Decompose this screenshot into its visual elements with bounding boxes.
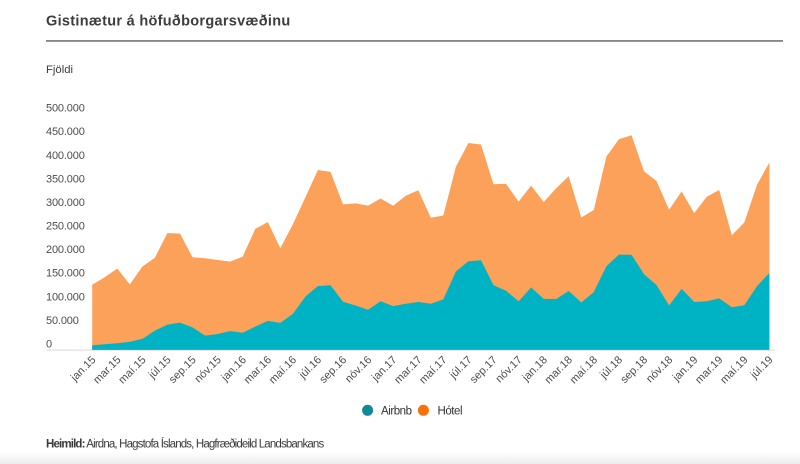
svg-text:Airbnb: Airbnb xyxy=(381,406,412,418)
svg-text:0: 0 xyxy=(46,339,52,351)
svg-text:50.000: 50.000 xyxy=(46,315,79,327)
svg-text:150.000: 150.000 xyxy=(46,268,85,280)
svg-text:450.000: 450.000 xyxy=(46,126,85,138)
svg-text:400.000: 400.000 xyxy=(46,150,85,162)
svg-text:200.000: 200.000 xyxy=(46,244,85,256)
svg-text:500.000: 500.000 xyxy=(46,103,85,115)
svg-text:Fjöldi: Fjöldi xyxy=(46,64,73,76)
svg-text:Hótel: Hótel xyxy=(438,406,463,418)
svg-text:300.000: 300.000 xyxy=(46,197,85,209)
svg-text:250.000: 250.000 xyxy=(46,221,85,233)
svg-text:350.000: 350.000 xyxy=(46,173,85,185)
svg-text:Gistinætur á höfuðborgarsvæðin: Gistinætur á höfuðborgarsvæðinu xyxy=(46,13,291,29)
svg-text:100.000: 100.000 xyxy=(46,291,85,303)
svg-text:Heimild: Airdna, Hagstofa Ísla: Heimild: Airdna, Hagstofa Íslands, Hagfr… xyxy=(46,438,324,451)
